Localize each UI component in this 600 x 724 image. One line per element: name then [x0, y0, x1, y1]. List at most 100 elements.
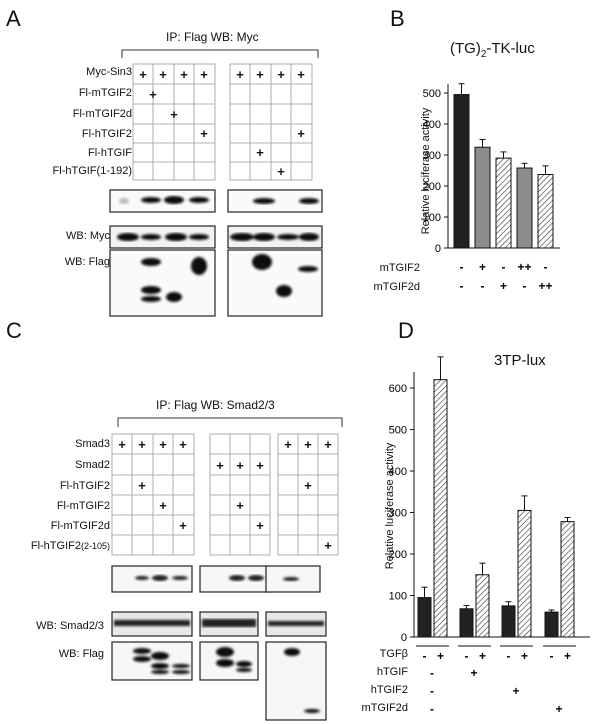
bar: [417, 597, 432, 638]
svg-text:+: +: [297, 67, 305, 82]
panel-a-row-label: Fl-hTGIF2: [81, 128, 132, 140]
panel-a-row-label: Fl-mTGIF2d: [72, 108, 132, 120]
svg-text:+: +: [180, 67, 188, 82]
y-tick-label: 0: [401, 632, 407, 644]
svg-text:+: +: [159, 437, 167, 452]
tgfb-mark: +: [564, 649, 571, 663]
htgif-mark: -: [430, 666, 434, 680]
svg-text:+: +: [118, 437, 126, 452]
htgif2-mark: -: [430, 684, 434, 698]
y-tick-label: 100: [389, 591, 407, 603]
tgfb-mark: -: [423, 649, 427, 663]
panel-d-tgfb-label: TGFβ: [379, 648, 408, 660]
row2-mark: -: [523, 279, 527, 293]
panel-a-plus-marks: + + + + + + + + + + + + + +: [139, 67, 305, 179]
y-tick-label: 500: [423, 88, 441, 100]
bar: [474, 146, 491, 249]
svg-text:+: +: [138, 478, 146, 493]
panel-b-title-base: (TG): [450, 40, 481, 57]
svg-text:+: +: [324, 437, 332, 452]
row1-mark: -: [502, 260, 506, 274]
panel-c-row-label: Fl-hTGIF2(2-105): [31, 540, 110, 552]
svg-text:+: +: [139, 67, 147, 82]
panel-c-row-label: Smad3: [75, 438, 110, 450]
tgfb-mark: -: [465, 649, 469, 663]
panel-c-row-label: Fl-mTGIF2: [56, 500, 110, 512]
bar: [459, 608, 474, 638]
y-tick-label: 200: [389, 549, 407, 561]
tgfb-mark: +: [521, 649, 528, 663]
panel-a-row-label: Myc-Sin3: [86, 66, 132, 78]
svg-text:+: +: [138, 437, 146, 452]
panel-b-title-rest: -TK-luc: [486, 40, 535, 57]
panel-a-blot-myc: [109, 225, 323, 249]
svg-text:+: +: [159, 67, 167, 82]
panel-c-blot-flag: [111, 641, 327, 721]
mtgif2d-mark: +: [555, 702, 562, 716]
y-tick-label: 400: [389, 466, 407, 478]
svg-text:+: +: [304, 437, 312, 452]
svg-text:+: +: [149, 87, 157, 102]
panel-a-wb-myc-label: WB: Myc: [66, 230, 110, 242]
panel-b-title: (TG)2-TK-luc: [450, 40, 535, 60]
panel-a-row-label: Fl-hTGIF: [88, 147, 132, 159]
bar: [537, 174, 554, 249]
row1-mark: -: [544, 260, 548, 274]
y-tick-label: 300: [389, 508, 407, 520]
bar: [517, 509, 532, 638]
panel-c-plus-marks: + + + + + + + + + + + + + + + + +: [118, 437, 332, 553]
tgfb-mark: +: [437, 649, 444, 663]
bar: [560, 521, 575, 638]
panel-c-row-label: Smad2: [75, 459, 110, 471]
y-tick-label: 100: [423, 212, 441, 224]
htgif-mark: +: [470, 666, 477, 680]
y-tick-label: 300: [423, 150, 441, 162]
panel-c-grid-2: [209, 433, 271, 556]
svg-text:+: +: [277, 67, 285, 82]
panel-a-grid-left: [132, 63, 216, 181]
svg-text:+: +: [297, 126, 305, 141]
panel-a-wb-flag-label: WB: Flag: [64, 256, 110, 268]
panel-c-wb-smad-label: WB: Smad2/3: [36, 620, 104, 632]
svg-text:+: +: [277, 164, 285, 179]
svg-text:+: +: [179, 437, 187, 452]
panel-c-wb-flag-label: WB: Flag: [58, 648, 104, 660]
panel-c-blot-smad: [111, 611, 327, 637]
panel-a-bracket: [121, 49, 319, 58]
panel-a-blot-flag: [109, 249, 323, 317]
svg-text:+: +: [179, 518, 187, 533]
panel-c-grid-3: [277, 433, 339, 556]
panel-d-htgif-label: hTGIF: [376, 666, 408, 678]
row2-mark: -: [481, 279, 485, 293]
svg-text:+: +: [256, 458, 264, 473]
y-tick-label: 0: [435, 243, 441, 255]
svg-text:+: +: [236, 498, 244, 513]
panel-a-row-label: Fl-mTGIF2: [78, 87, 132, 99]
svg-text:+: +: [256, 145, 264, 160]
panel-c-row-label-main: Fl-hTGIF2: [30, 540, 81, 552]
panel-letter-b: B: [390, 6, 405, 31]
bar: [516, 167, 533, 249]
bar: [475, 574, 490, 638]
panel-a-grid-right: [229, 63, 313, 181]
svg-text:+: +: [236, 458, 244, 473]
svg-text:+: +: [170, 107, 178, 122]
bar: [544, 611, 559, 638]
panel-letter-c: C: [6, 318, 22, 343]
svg-text:+: +: [284, 437, 292, 452]
tgfb-mark: -: [507, 649, 511, 663]
svg-text:+: +: [200, 126, 208, 141]
svg-text:+: +: [256, 67, 264, 82]
panel-b-title-sub: 2: [480, 49, 487, 60]
panel-d-mtgif2d-label: mTGIF2d: [361, 702, 408, 714]
svg-text:+: +: [236, 67, 244, 82]
panel-c-grid-1: [111, 433, 195, 556]
panel-c-row-label: Fl-mTGIF2d: [50, 520, 110, 532]
panel-c-row-label-sub: (2-105): [80, 541, 110, 551]
row2-mark: -: [460, 279, 464, 293]
svg-text:+: +: [216, 458, 224, 473]
panel-d-title: 3TP-lux: [494, 352, 546, 369]
